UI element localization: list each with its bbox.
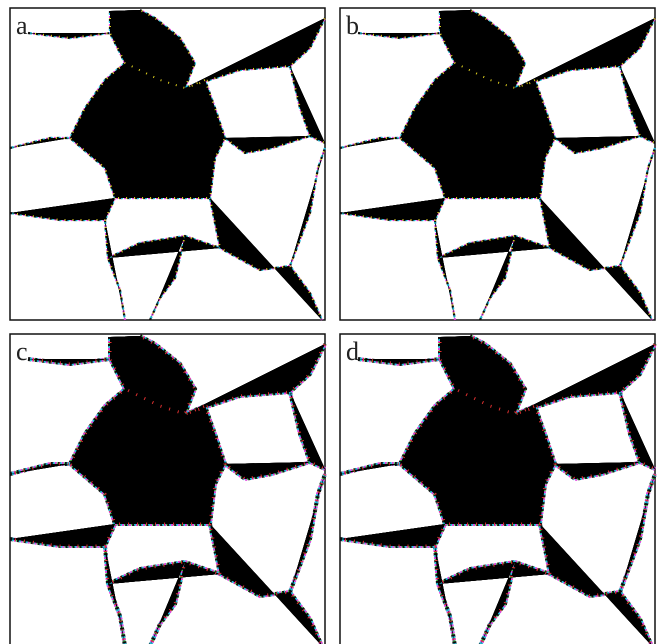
panel: d — [340, 334, 655, 644]
panel-label: d — [346, 337, 359, 366]
figure: a b c d — [0, 0, 659, 644]
panel-label: c — [16, 337, 28, 366]
panel-label: a — [16, 11, 28, 40]
panel-label: b — [346, 11, 359, 40]
panel: b — [340, 8, 655, 320]
panel: a — [10, 8, 325, 320]
panel: c — [10, 334, 325, 644]
